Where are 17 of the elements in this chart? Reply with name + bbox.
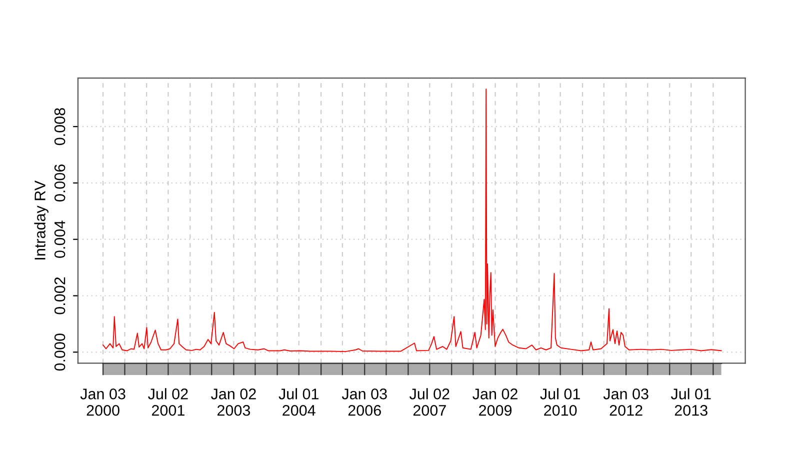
y-tick-label: 0.002 <box>54 277 66 314</box>
x-tick-label: Jan 03 2006 <box>342 388 387 416</box>
x-tick-label: Jan 03 2000 <box>80 388 126 416</box>
x-tick-label: Jul 01 2010 <box>540 388 580 416</box>
x-tick-label: Jul 01 2004 <box>278 388 318 416</box>
y-tick-label: 0.008 <box>54 108 66 146</box>
x-tick-label: Jul 02 2007 <box>410 388 450 416</box>
x-tick-label: Jan 02 2003 <box>211 388 256 416</box>
y-tick-label: 0.006 <box>54 164 66 202</box>
x-tick-label: Jan 03 2012 <box>603 388 648 416</box>
line-series <box>102 88 722 352</box>
x-tick-label: Jul 01 2013 <box>670 388 711 416</box>
x-tick-label: Jul 02 2001 <box>148 388 188 416</box>
x-tick-label: Jan 02 2009 <box>472 388 518 416</box>
y-tick-label: 0.004 <box>54 220 66 258</box>
y-axis-title: Intraday RV <box>34 180 48 260</box>
y-tick-label: 0.000 <box>54 334 66 371</box>
